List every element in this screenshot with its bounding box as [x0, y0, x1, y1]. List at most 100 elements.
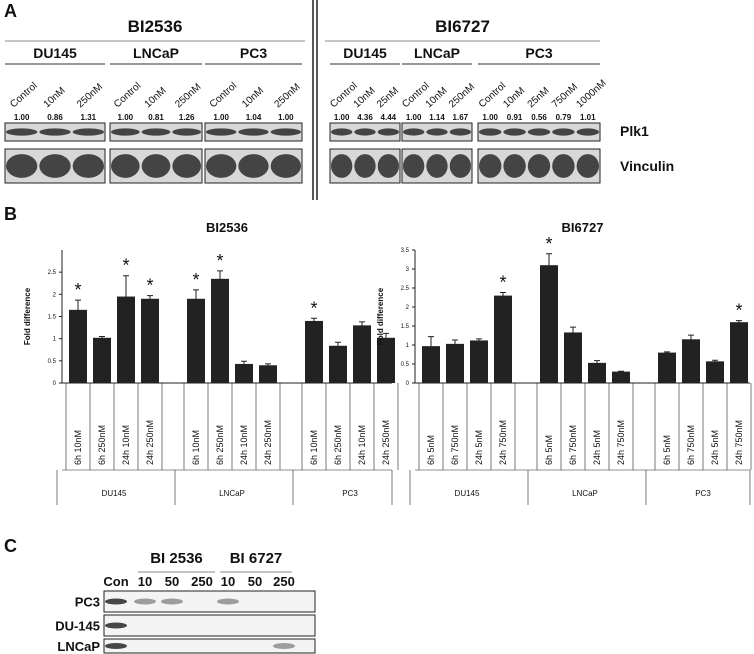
- lane-label: 250: [273, 574, 295, 589]
- cell-line: DU145: [33, 45, 77, 61]
- band: [5, 154, 38, 178]
- band-value: 0.91: [507, 113, 523, 122]
- band-value: 0.56: [531, 113, 547, 122]
- significance: *: [499, 273, 506, 293]
- x-tick-label: 24h 10nM: [357, 425, 367, 465]
- band: [270, 128, 302, 136]
- bar: [564, 332, 582, 383]
- lane-label: 25nM: [526, 85, 552, 110]
- x-tick-label: 6h 250nM: [333, 425, 343, 465]
- cell-line: DU145: [343, 45, 387, 61]
- band: [354, 128, 376, 136]
- lane-label: 10nM: [240, 85, 266, 110]
- x-tick-label: 6h 5nM: [662, 435, 672, 465]
- row-label: Vinculin: [620, 158, 674, 174]
- group-label: LNCaP: [219, 489, 245, 498]
- significance: *: [216, 251, 223, 271]
- y-tick-label: 1: [53, 337, 57, 343]
- group-label: DU145: [102, 489, 127, 498]
- band: [161, 598, 183, 605]
- cell-line: LNCaP: [414, 45, 460, 61]
- x-tick-label: 6h 750nM: [568, 425, 578, 465]
- error-bar: [664, 351, 670, 354]
- band: [479, 154, 502, 178]
- band: [105, 643, 127, 649]
- x-tick-label: 24h 5nM: [474, 430, 484, 465]
- lane-label: 50: [165, 574, 179, 589]
- y-tick-label: 0: [406, 381, 410, 387]
- error-bar: [428, 336, 434, 357]
- lane-label: 1000nM: [574, 78, 608, 110]
- band: [105, 622, 127, 629]
- band-value: 0.79: [556, 113, 572, 122]
- band: [172, 128, 202, 136]
- band: [206, 128, 237, 136]
- axis-label: Fold difference: [376, 287, 385, 345]
- band: [479, 128, 502, 136]
- band: [576, 154, 599, 178]
- panel-label: C: [4, 536, 17, 556]
- y-tick-label: 2.5: [48, 270, 57, 276]
- chart-title: BI2536: [206, 220, 248, 235]
- band: [141, 154, 171, 178]
- significance: *: [310, 298, 317, 318]
- bar: [211, 278, 229, 383]
- band-value: 1.04: [246, 113, 262, 122]
- y-tick-label: 0.5: [48, 359, 57, 365]
- lane-label: 25nM: [375, 85, 401, 110]
- band-value: 1.14: [429, 113, 445, 122]
- blot: [103, 638, 316, 654]
- band: [270, 154, 302, 178]
- band-value: 0.81: [148, 113, 164, 122]
- band: [217, 598, 239, 605]
- band: [72, 128, 105, 136]
- error-bar: [241, 360, 247, 368]
- band-value: 1.00: [14, 113, 30, 122]
- band: [426, 128, 448, 136]
- x-tick-label: 6h 750nM: [686, 425, 696, 465]
- bar: [422, 346, 440, 383]
- y-tick-label: 3.5: [401, 248, 410, 254]
- band: [134, 598, 156, 605]
- band: [141, 128, 171, 136]
- error-bar: [688, 334, 694, 344]
- bar: [329, 345, 347, 383]
- lane-label: Control: [8, 80, 39, 110]
- row-label: LNCaP: [57, 639, 100, 654]
- bar: [470, 340, 488, 383]
- bar: [69, 309, 87, 383]
- lane-label: 10: [138, 574, 152, 589]
- band-value: 1.00: [278, 113, 294, 122]
- chart-title: BI6727: [562, 220, 604, 235]
- lane-label: 250nM: [75, 82, 105, 111]
- x-tick-label: 6h 750nM: [450, 425, 460, 465]
- band: [377, 154, 400, 178]
- group-label: PC3: [695, 489, 711, 498]
- x-tick-label: 6h 10nM: [73, 430, 83, 465]
- band: [503, 128, 526, 136]
- band-value: 1.00: [482, 113, 498, 122]
- significance: *: [545, 234, 552, 254]
- bar: [93, 337, 111, 383]
- error-bar: [736, 320, 742, 325]
- bar: [117, 296, 135, 383]
- error-bar: [712, 359, 718, 363]
- error-bar: [123, 275, 129, 318]
- band: [576, 128, 599, 136]
- group-label: DU145: [455, 489, 480, 498]
- treatment-title: BI 2536: [150, 550, 203, 567]
- bar: [588, 362, 606, 383]
- significance: *: [146, 276, 153, 296]
- band: [552, 154, 575, 178]
- band: [111, 128, 140, 136]
- panel-label: B: [4, 204, 17, 224]
- cell-line: LNCaP: [133, 45, 179, 61]
- band-value: 1.31: [81, 113, 97, 122]
- lane-label: 250: [191, 574, 213, 589]
- band: [273, 643, 295, 649]
- band-value: 0.86: [47, 113, 63, 122]
- band-value: 1.00: [213, 113, 229, 122]
- band: [449, 154, 472, 178]
- band-value: 1.00: [118, 113, 134, 122]
- treatment-title: BI6727: [435, 17, 490, 36]
